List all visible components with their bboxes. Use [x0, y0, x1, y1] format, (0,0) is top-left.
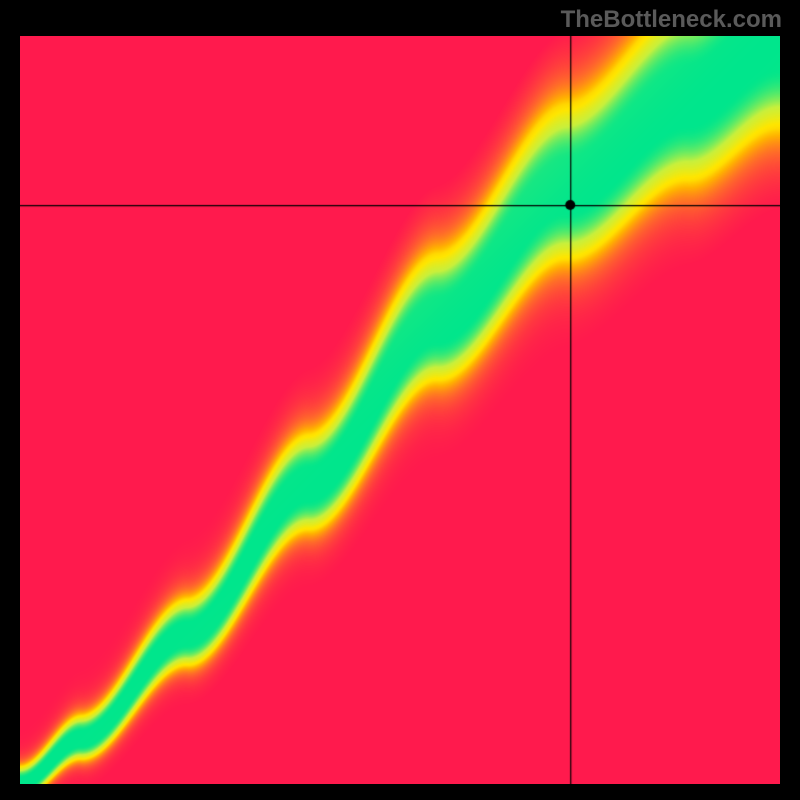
watermark-text: TheBottleneck.com	[561, 6, 782, 34]
chart-container: TheBottleneck.com	[0, 0, 800, 800]
bottleneck-heatmap	[20, 36, 780, 784]
